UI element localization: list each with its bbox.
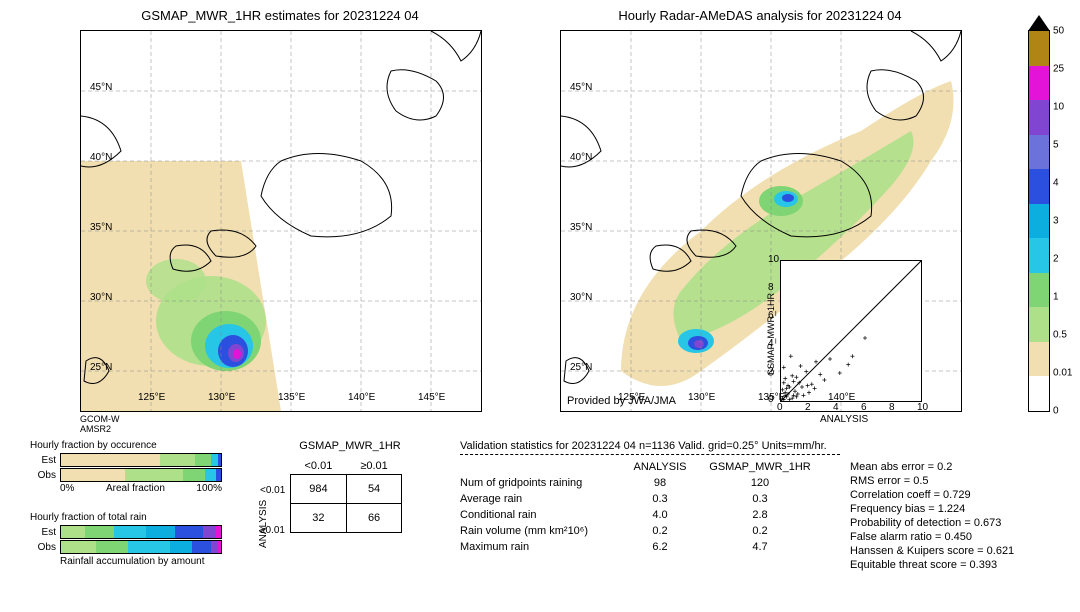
left-map-title: GSMAP_MWR_1HR estimates for 20231224 04: [80, 8, 480, 23]
stats-block: Validation statistics for 20231224 04 n=…: [460, 440, 840, 555]
contingency-table: <0.01≥0.01 98454 3266: [290, 458, 402, 533]
stats-h2: GSMAP_MWR_1HR: [700, 461, 820, 473]
right-map-title: Hourly Radar-AMeDAS analysis for 2023122…: [560, 8, 960, 23]
scatter-plot: [780, 260, 922, 402]
colorbar-arrow-icon: [1028, 15, 1050, 31]
bar-row-label: Obs: [30, 542, 60, 553]
c-col-h0: <0.01: [291, 458, 347, 475]
occ-obs-bar: [60, 468, 222, 482]
bar-row-label: Est: [30, 527, 60, 538]
c-cell-00: 984: [291, 475, 347, 504]
colorbar: 502510543210.50.010: [1028, 30, 1050, 412]
left-map-panel: [80, 30, 482, 412]
bar-xmax: 100%: [196, 483, 222, 494]
tot-obs-bar: [60, 540, 222, 554]
left-map-svg: [81, 31, 481, 411]
tot-title: Hourly fraction of total rain: [30, 512, 222, 523]
scatter-xlabel: ANALYSIS: [820, 414, 868, 425]
bar-row-label: Est: [30, 455, 60, 466]
c-cell-11: 66: [346, 504, 401, 533]
occ-est-bar: [60, 453, 222, 467]
c-row-h0: <0.01: [260, 485, 285, 496]
left-satellite-label: GCOM-W AMSR2: [80, 414, 120, 434]
c-row-h1: ≥0.01: [260, 525, 285, 536]
totalrain-bars: Hourly fraction of total rain Est Obs Ra…: [30, 512, 222, 569]
bar-xlabel: Areal fraction: [106, 483, 165, 494]
bar-xmin: 0%: [60, 483, 74, 494]
occurrence-bars: Hourly fraction by occurence Est Obs 0% …: [30, 440, 222, 494]
c-cell-10: 32: [291, 504, 347, 533]
accum-title: Rainfall accumulation by amount: [60, 556, 222, 567]
occ-title: Hourly fraction by occurence: [30, 440, 222, 451]
stats-h1: ANALYSIS: [620, 461, 700, 473]
scatter-ylabel: GSMAP_MWR_1HR: [766, 293, 776, 376]
bar-row-label: Obs: [30, 470, 60, 481]
stats-title: Validation statistics for 20231224 04 n=…: [460, 440, 840, 455]
tot-est-bar: [60, 525, 222, 539]
contingency-title: GSMAP_MWR_1HR: [280, 440, 420, 452]
contingency-side-label: ANALYSIS: [258, 500, 269, 548]
stats-right: Mean abs error = 0.2RMS error = 0.5Corre…: [850, 460, 1014, 572]
c-cell-01: 54: [346, 475, 401, 504]
c-col-h1: ≥0.01: [346, 458, 401, 475]
